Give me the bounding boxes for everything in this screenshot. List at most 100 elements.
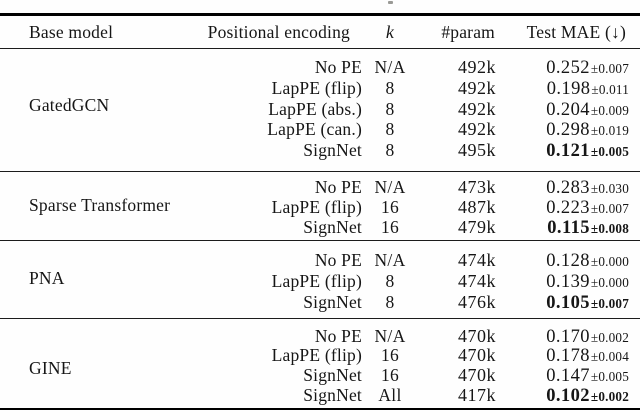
header-k: k	[385, 22, 395, 42]
table-row: No PE N/A 474k 0.128±0.000	[0, 250, 640, 272]
cell-k: N/A	[374, 250, 406, 270]
table-row: LapPE (flip) 16 470k 0.178±0.004	[0, 345, 640, 367]
mae-value: 0.283	[546, 178, 590, 198]
cell-test-mae: 0.298±0.019	[546, 119, 629, 141]
cell-positional-encoding: LapPE (flip)	[271, 271, 362, 291]
cell-positional-encoding: No PE	[314, 250, 362, 270]
mae-std: ±0.007	[590, 201, 629, 216]
cell-k: 8	[385, 271, 395, 291]
mae-value: 0.147	[546, 366, 590, 386]
cell-positional-encoding: LapPE (flip)	[271, 78, 362, 98]
cell-positional-encoding: SignNet	[303, 365, 362, 385]
cell-positional-encoding: SignNet	[303, 292, 362, 312]
table-row: No PE N/A 492k 0.252±0.007	[0, 57, 640, 79]
header-base-model: Base model	[29, 22, 114, 42]
cell-param: 470k	[458, 365, 496, 385]
cell-param: 492k	[458, 78, 496, 98]
mae-value: 0.121	[546, 141, 590, 161]
mae-value: 0.298	[546, 120, 590, 140]
cell-param: 473k	[458, 177, 496, 197]
cell-test-mae: 0.198±0.011	[547, 78, 629, 100]
cell-positional-encoding: LapPE (flip)	[271, 345, 362, 365]
cell-positional-encoding: No PE	[314, 326, 362, 346]
cell-test-mae: 0.102±0.002	[546, 385, 629, 407]
midrule-1	[0, 171, 640, 173]
cell-k: 8	[385, 78, 395, 98]
table-row: No PE N/A 473k 0.283±0.030	[0, 177, 640, 199]
mae-value: 0.223	[546, 198, 590, 218]
base-model-label: GatedGCN	[29, 95, 110, 115]
cell-test-mae: 0.121±0.005	[546, 140, 629, 162]
mae-std: ±0.002	[590, 330, 629, 345]
mae-std: ±0.009	[590, 103, 629, 118]
cell-positional-encoding: SignNet	[303, 385, 362, 405]
cell-k: 8	[385, 140, 395, 160]
cell-k: All	[378, 385, 402, 405]
mae-value: 0.252	[546, 58, 590, 78]
table-row: SignNet 8 476k 0.105±0.007	[0, 292, 640, 314]
base-model-label: GINE	[29, 358, 72, 378]
cell-test-mae: 0.170±0.002	[546, 326, 629, 348]
cell-test-mae: 0.204±0.009	[546, 99, 629, 121]
cell-positional-encoding: SignNet	[303, 140, 362, 160]
table-row: LapPE (abs.) 8 492k 0.204±0.009	[0, 99, 640, 121]
cell-positional-encoding: LapPE (flip)	[271, 197, 362, 217]
caption-fragment	[388, 1, 393, 4]
cell-k: N/A	[374, 57, 406, 77]
cell-param: 470k	[458, 345, 496, 365]
cell-test-mae: 0.223±0.007	[546, 197, 629, 219]
table-row: LapPE (flip) 8 474k 0.139±0.000	[0, 271, 640, 292]
cell-param: 417k	[458, 385, 496, 405]
cell-k: 8	[385, 119, 395, 139]
cell-positional-encoding: SignNet	[303, 217, 362, 237]
cell-k: 16	[380, 365, 400, 385]
cell-k: N/A	[374, 326, 406, 346]
table-bottomrule	[0, 407, 640, 411]
mae-std: ±0.000	[590, 275, 629, 290]
cell-test-mae: 0.105±0.007	[546, 292, 629, 314]
mae-std: ±0.011	[591, 82, 629, 97]
cell-k: 8	[385, 99, 395, 119]
table-row: LapPE (can.) 8 492k 0.298±0.019	[0, 119, 640, 141]
mae-std: ±0.005	[590, 144, 629, 159]
cell-param: 492k	[458, 57, 496, 77]
table-toprule	[0, 13, 640, 16]
mae-std: ±0.002	[590, 389, 629, 404]
cell-k: 8	[385, 292, 395, 312]
cell-test-mae: 0.252±0.007	[546, 57, 629, 79]
base-model-label: PNA	[29, 268, 65, 288]
cell-test-mae: 0.128±0.000	[546, 250, 629, 272]
cell-k: N/A	[374, 177, 406, 197]
midrule-3	[0, 318, 640, 320]
mae-value: 0.204	[546, 100, 590, 120]
cell-param: 492k	[458, 119, 496, 139]
header-param: #param	[441, 22, 495, 42]
mae-std: ±0.007	[590, 61, 629, 76]
cell-param: 470k	[458, 326, 496, 346]
mae-value: 0.198	[546, 79, 591, 99]
cell-positional-encoding: No PE	[314, 177, 362, 197]
mae-value: 0.128	[546, 251, 590, 271]
base-model-label: Sparse Transformer	[29, 195, 171, 215]
header-rule	[0, 47, 640, 49]
cell-param: 476k	[458, 292, 496, 312]
cell-test-mae: 0.283±0.030	[546, 177, 629, 199]
table-row: SignNet All 417k 0.102±0.002	[0, 385, 640, 407]
mae-value: 0.139	[546, 272, 590, 292]
table-row: LapPE (flip) 16 487k 0.223±0.007	[0, 197, 640, 219]
mae-value: 0.170	[546, 327, 590, 347]
cell-positional-encoding: LapPE (abs.)	[268, 99, 362, 119]
table-row: SignNet 8 495k 0.121±0.005	[0, 140, 640, 162]
cell-test-mae: 0.115±0.008	[547, 217, 629, 239]
cell-test-mae: 0.178±0.004	[546, 345, 629, 367]
cell-test-mae: 0.147±0.005	[546, 365, 629, 387]
mae-std: ±0.008	[590, 221, 629, 236]
cell-positional-encoding: LapPE (can.)	[267, 119, 362, 139]
mae-std: ±0.005	[590, 369, 629, 384]
table-row: No PE N/A 470k 0.170±0.002	[0, 326, 640, 348]
mae-value: 0.102	[546, 386, 590, 406]
mae-value: 0.115	[547, 218, 590, 238]
cell-positional-encoding: No PE	[314, 57, 362, 77]
cell-param: 492k	[458, 99, 496, 119]
cell-param: 474k	[458, 250, 496, 270]
